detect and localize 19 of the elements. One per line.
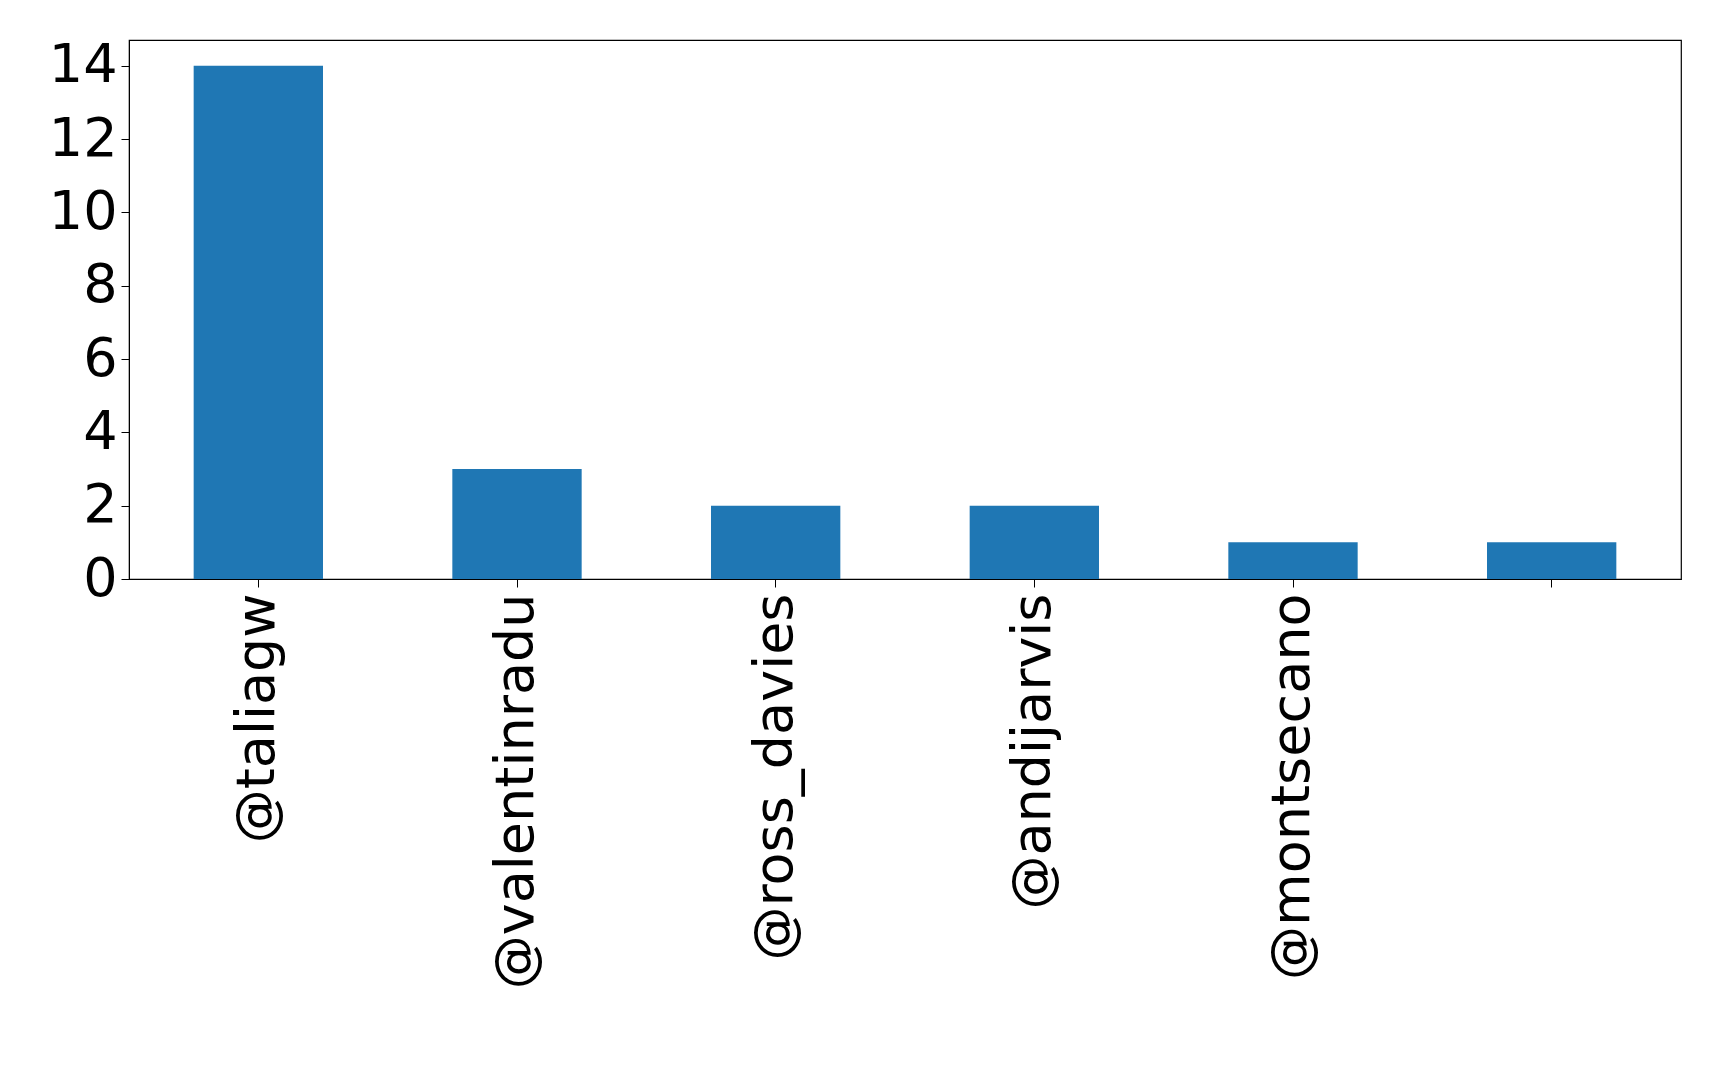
bar [711,505,841,579]
y-tick-label: 12 [48,105,118,169]
x-tick-label: @taliagw [224,593,288,844]
x-tick-label: @andijarvis [1000,593,1064,910]
bar [1487,542,1617,579]
y-tick-label: 2 [83,472,118,536]
x-tick-label: @montsecano [1259,593,1322,980]
bar [452,469,582,579]
y-tick-label: 0 [83,545,118,609]
bar [1228,542,1358,579]
x-tick-label: @valentinradu [483,593,546,990]
y-tick-label: 4 [83,398,118,462]
y-tick-label: 14 [48,32,118,96]
x-tick-label: @ross_davies [741,593,805,961]
y-tick-label: 8 [83,252,118,316]
bar [193,65,323,579]
y-tick-label: 6 [83,325,118,389]
bar [969,505,1099,579]
y-tick-label: 10 [48,178,118,242]
